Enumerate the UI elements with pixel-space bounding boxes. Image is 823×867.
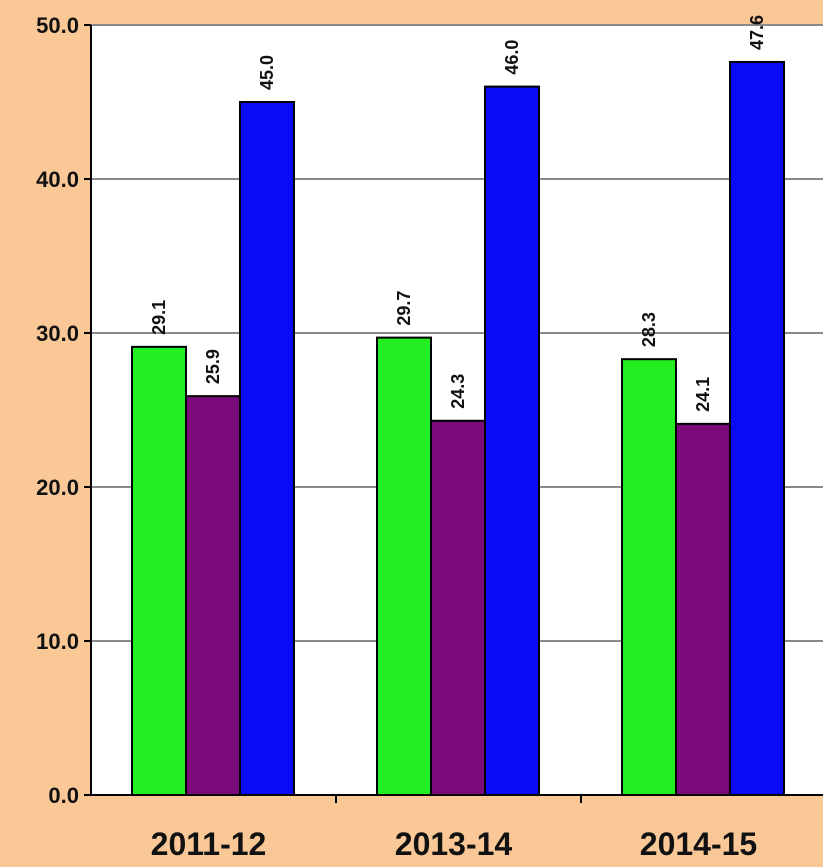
data-label: 28.3 [639, 312, 659, 347]
data-label: 29.1 [149, 300, 169, 335]
y-tick-label: 10.0 [36, 629, 79, 654]
x-category-label: 2011-12 [151, 826, 267, 862]
x-category-label: 2013-14 [395, 826, 513, 862]
y-tick-label: 40.0 [36, 167, 79, 192]
bars [131, 60, 785, 797]
bar [484, 85, 540, 797]
data-label: 47.6 [747, 15, 767, 50]
y-axis-ticks: 0.0 10.0 20.0 30.0 40.0 50.0 [36, 13, 91, 808]
data-labels: 29.1 25.9 45.0 29.7 24.3 46.0 28.3 24.1 47.6 [149, 15, 767, 412]
data-label: 24.1 [693, 377, 713, 412]
bar [239, 101, 295, 796]
bar [675, 422, 731, 796]
y-tick-label: 30.0 [36, 321, 79, 346]
data-label: 45.0 [257, 55, 277, 90]
y-tick-label: 0.0 [48, 783, 79, 808]
bar [131, 345, 187, 796]
x-category-label: 2014-15 [640, 826, 757, 862]
bar [729, 60, 785, 796]
bar [621, 358, 677, 796]
x-axis-categories: 2011-12 2013-14 2014-15 [151, 795, 757, 862]
y-tick-label: 50.0 [36, 13, 79, 38]
data-label: 46.0 [502, 40, 522, 75]
bar [430, 419, 486, 796]
data-label: 25.9 [203, 349, 223, 384]
data-label: 24.3 [448, 374, 468, 409]
y-tick-label: 20.0 [36, 475, 79, 500]
bar [185, 395, 241, 796]
data-label: 29.7 [394, 291, 414, 326]
bar [376, 336, 432, 796]
